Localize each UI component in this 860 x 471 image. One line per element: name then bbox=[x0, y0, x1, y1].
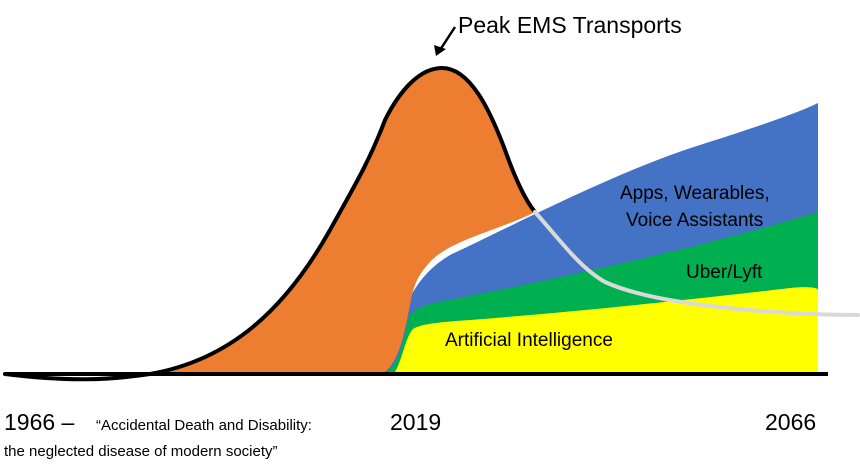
start-quote-line1: “Accidental Death and Disability: bbox=[96, 417, 312, 434]
start-year-label: 1966 – bbox=[4, 409, 75, 435]
uber-lyft-label: Uber/Lyft bbox=[686, 262, 763, 283]
artificial-intelligence-label: Artificial Intelligence bbox=[445, 330, 613, 351]
end-year-label: 2066 bbox=[765, 409, 816, 435]
apps-label-line2: Voice Assistants bbox=[626, 210, 763, 231]
start-quote-line2: the neglected disease of modern society” bbox=[4, 443, 278, 460]
mid-year-label: 2019 bbox=[390, 409, 441, 435]
peak-arrow-head bbox=[434, 45, 446, 56]
peak-arrow-shaft bbox=[438, 26, 457, 51]
projected-decline-line bbox=[533, 210, 860, 317]
ems-transports-area bbox=[150, 68, 535, 374]
peak-ems-transports-label: Peak EMS Transports bbox=[458, 12, 682, 38]
artificial-intelligence-area bbox=[395, 287, 818, 375]
apps-label-line1: Apps, Wearables, bbox=[620, 183, 770, 204]
